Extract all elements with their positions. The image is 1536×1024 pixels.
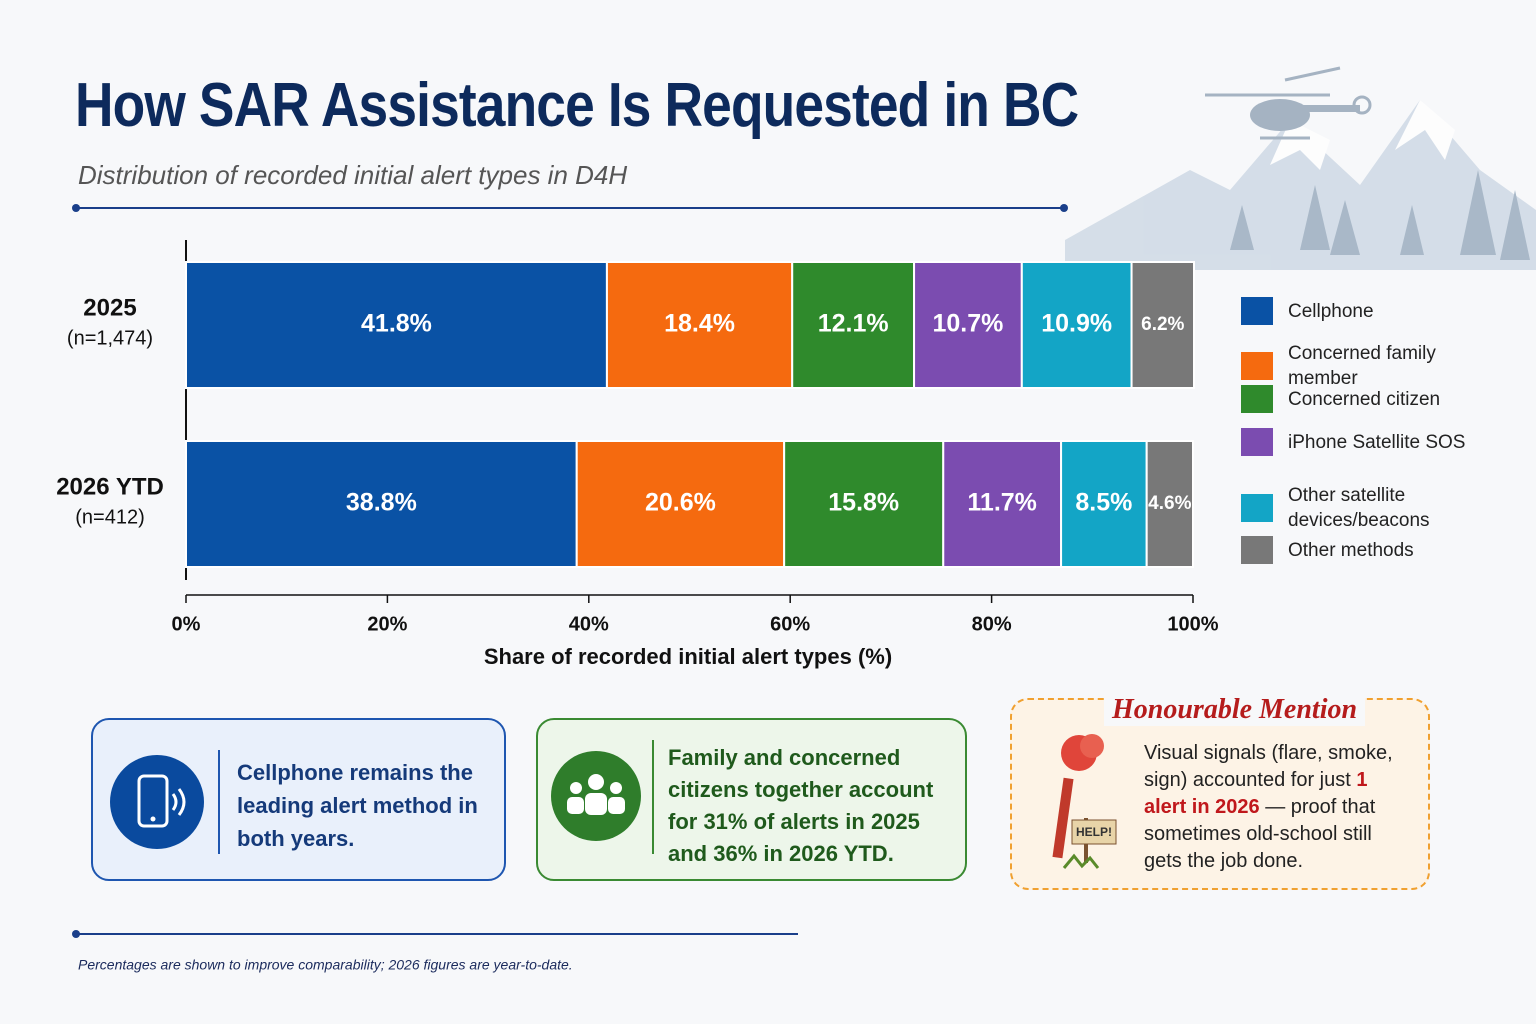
bar-segment bbox=[791, 261, 916, 389]
bar-segment bbox=[1020, 261, 1133, 389]
x-tick-label: 80% bbox=[972, 613, 1012, 635]
bar-segment bbox=[185, 440, 578, 568]
bar-segment bbox=[605, 261, 794, 389]
mountain-decor bbox=[1065, 66, 1536, 270]
bar-label: 41.8% bbox=[361, 310, 432, 338]
mention-card: Honourable Mention HELP! Visual signals … bbox=[1010, 694, 1430, 890]
bar-label: 20.6% bbox=[645, 489, 716, 517]
legend-swatch bbox=[1241, 385, 1273, 413]
legend-item: Cellphone bbox=[1241, 297, 1511, 325]
bar-label: 10.7% bbox=[932, 310, 1003, 338]
bar-label: 8.5% bbox=[1075, 489, 1132, 517]
divider-dot bbox=[1060, 204, 1068, 212]
mention-text-before: Visual signals (flare, smoke, sign) acco… bbox=[1144, 742, 1393, 791]
callout-card: Family and concerned citizens together a… bbox=[536, 718, 967, 881]
bar-segment bbox=[783, 440, 945, 568]
bar-label: 11.7% bbox=[967, 489, 1037, 517]
category-label: 2025 bbox=[83, 294, 136, 321]
legend-item: Other methods bbox=[1241, 536, 1511, 564]
legend-label: Cellphone bbox=[1288, 300, 1374, 322]
mention-title: Honourable Mention bbox=[1104, 694, 1366, 726]
category-note: (n=1,474) bbox=[67, 327, 153, 349]
bar-segment bbox=[1060, 440, 1148, 568]
legend-label: Other methods bbox=[1288, 539, 1414, 561]
bar-label: 4.6% bbox=[1148, 493, 1191, 514]
bar-segment bbox=[1145, 440, 1194, 568]
bar-segment bbox=[575, 440, 786, 568]
legend-swatch bbox=[1241, 428, 1273, 456]
footnote: Percentages are shown to improve compara… bbox=[78, 957, 573, 973]
legend-label: iPhone Satellite SOS bbox=[1288, 431, 1466, 453]
mention-text-after: — proof that sometimes old-school still … bbox=[1144, 796, 1376, 872]
x-tick-label: 20% bbox=[367, 613, 407, 635]
x-tick-label: 60% bbox=[770, 613, 810, 635]
legend-item: Concerned citizen bbox=[1241, 385, 1511, 413]
category-note: (n=412) bbox=[75, 506, 145, 528]
bar-label: 18.4% bbox=[664, 310, 735, 338]
people-icon bbox=[551, 751, 641, 841]
phone-icon bbox=[110, 755, 204, 849]
bar-label: 38.8% bbox=[346, 489, 417, 517]
legend-swatch bbox=[1241, 494, 1273, 522]
bar-segment bbox=[1130, 261, 1196, 389]
subtitle: Distribution of recorded initial alert t… bbox=[78, 160, 628, 190]
bar-label: 10.9% bbox=[1041, 310, 1112, 338]
legend-item: Concerned family member bbox=[1241, 341, 1511, 391]
divider-dot bbox=[72, 930, 80, 938]
sign-text: HELP! bbox=[1076, 825, 1112, 839]
legend-label: Concerned citizen bbox=[1288, 388, 1441, 410]
bar-label: 6.2% bbox=[1141, 314, 1184, 335]
bar-label: 12.1% bbox=[818, 310, 889, 338]
legend-swatch bbox=[1241, 352, 1273, 380]
callout-text: Family and concerned citizens together a… bbox=[668, 745, 934, 866]
flare-icon: HELP! bbox=[1052, 734, 1117, 869]
x-tick-label: 40% bbox=[569, 613, 609, 635]
legend-swatch bbox=[1241, 536, 1273, 564]
legend-swatch bbox=[1241, 297, 1273, 325]
bar-segment bbox=[185, 261, 608, 389]
divider-dot bbox=[72, 204, 80, 212]
mention-text: Visual signals (flare, smoke, sign) acco… bbox=[1144, 740, 1414, 875]
title: How SAR Assistance Is Requested in BC bbox=[75, 71, 1079, 140]
bar-label: 15.8% bbox=[828, 489, 899, 517]
x-tick-label: 100% bbox=[1167, 613, 1218, 635]
legend-label: Concerned family member bbox=[1288, 343, 1436, 389]
bar-segment bbox=[913, 261, 1023, 389]
legend-item: Other satellite devices/beacons bbox=[1241, 483, 1511, 533]
legend-item: iPhone Satellite SOS bbox=[1241, 428, 1511, 456]
callout-text: Cellphone remains the leading alert meth… bbox=[237, 760, 478, 851]
legend-label: Other satellite devices/beacons bbox=[1288, 485, 1430, 531]
mention-highlight: 1 alert in 2026 bbox=[1144, 769, 1368, 818]
category-label: 2026 YTD bbox=[56, 473, 164, 500]
x-tick-label: 0% bbox=[172, 613, 201, 635]
callout-card: Cellphone remains the leading alert meth… bbox=[91, 718, 506, 881]
x-axis-title: Share of recorded initial alert types (%… bbox=[484, 644, 892, 669]
